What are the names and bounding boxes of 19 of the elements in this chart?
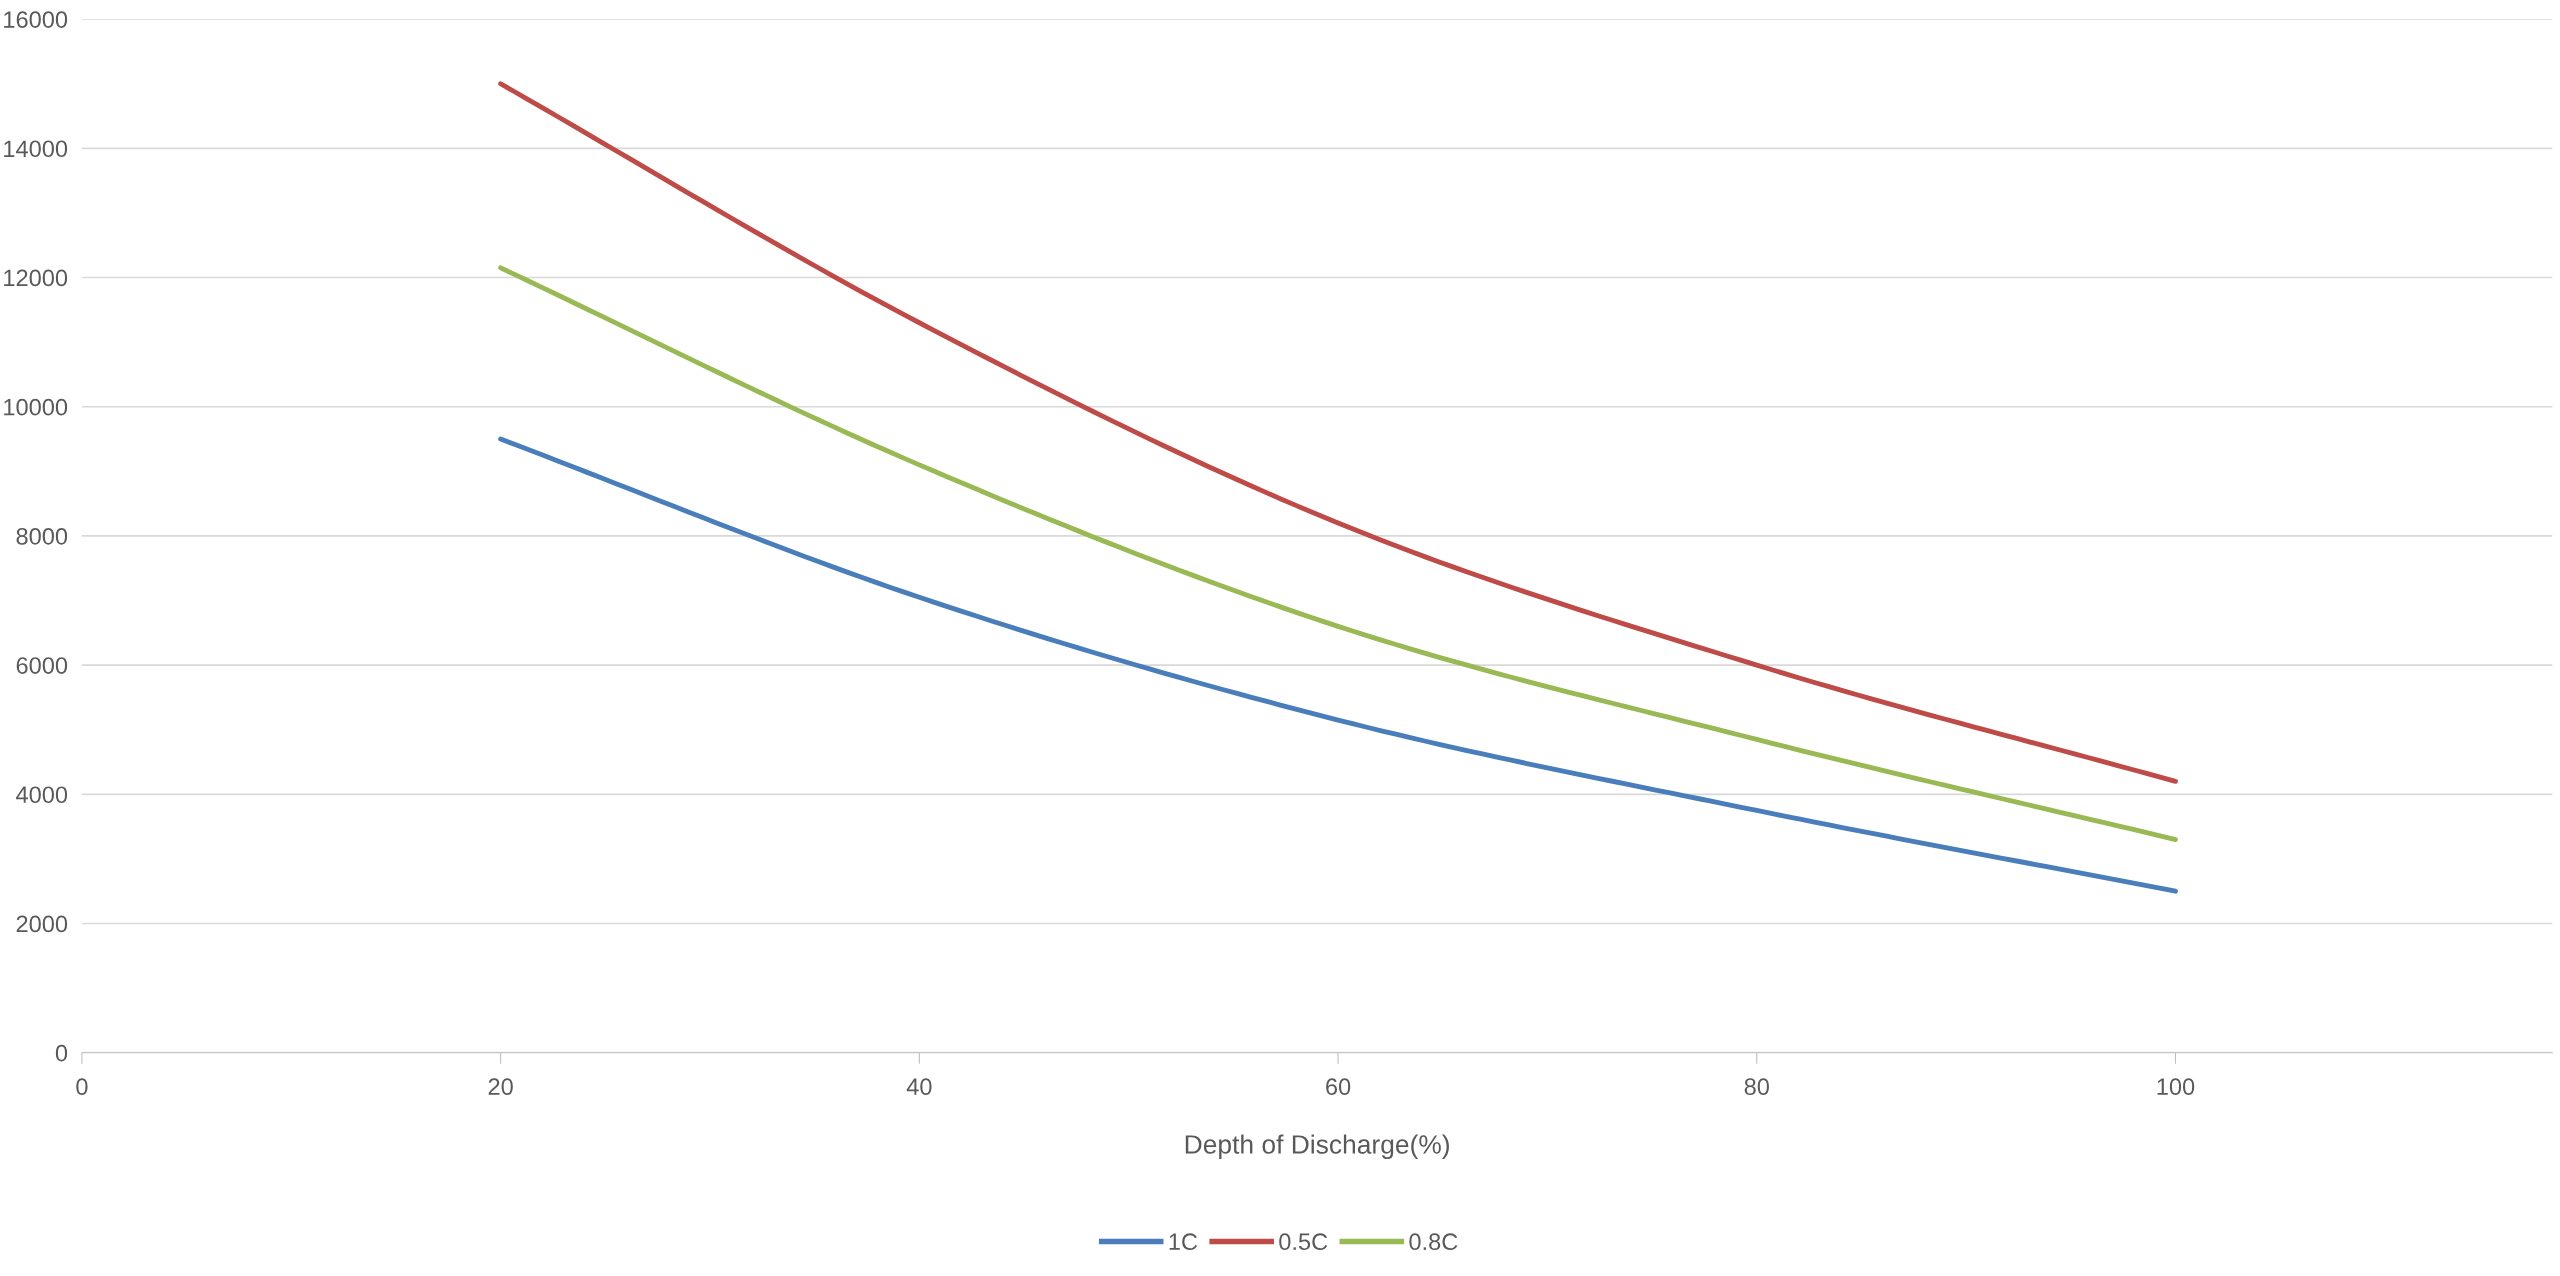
y-tick-label: 14000 <box>4 140 68 158</box>
x-axis-title: Depth of Discharge(%) <box>1185 1134 1449 1160</box>
y-tick-label: 10000 <box>4 398 68 416</box>
y-tick-label: 6000 <box>16 657 68 674</box>
x-tick-label: 20 <box>488 1078 513 1096</box>
y-tick-label: 2000 <box>16 915 68 933</box>
y-tick-label: 4000 <box>16 786 68 804</box>
x-tick-label: 80 <box>1744 1078 1769 1096</box>
x-tick-label: 100 <box>2157 1078 2195 1096</box>
legend-label: 0.5C <box>1279 1233 1328 1251</box>
x-tick-label: 60 <box>1326 1078 1351 1096</box>
legend-label: 1C <box>1169 1233 1198 1251</box>
y-tick-label: 16000 <box>4 11 68 28</box>
y-tick-label: 12000 <box>4 269 68 287</box>
legend-label: 0.8C <box>1409 1233 1458 1251</box>
x-tick-label: 40 <box>906 1078 932 1096</box>
y-tick-label: 8000 <box>16 527 68 545</box>
y-tick-label: 0 <box>55 1044 68 1062</box>
x-tick-label: 0 <box>76 1078 88 1096</box>
